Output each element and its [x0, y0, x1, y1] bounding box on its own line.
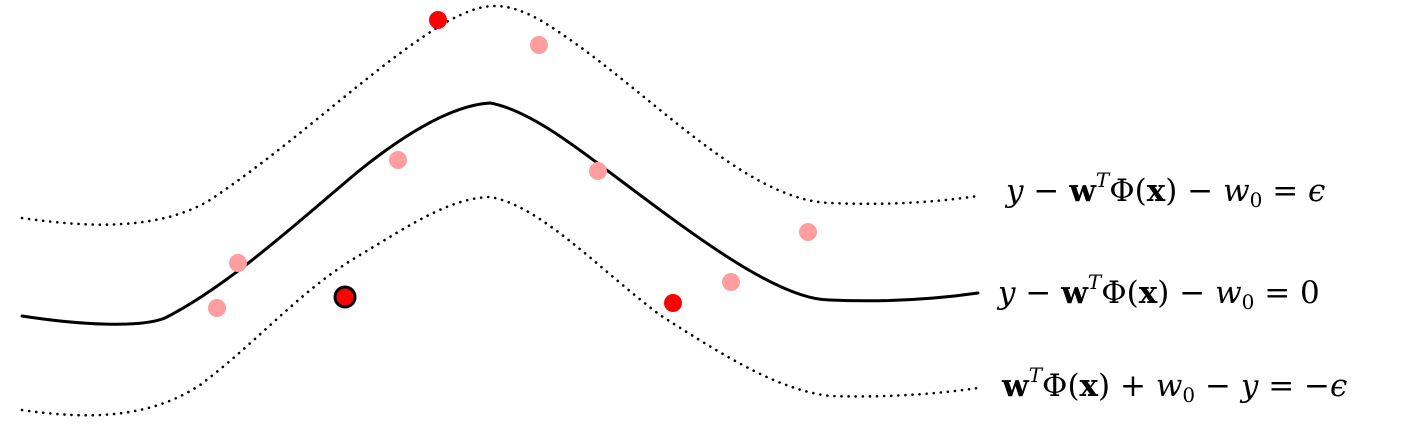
data-points — [208, 11, 817, 317]
lower-boundary-equation: wTΦ(x) + w0 − y = −ϵ — [1002, 365, 1348, 405]
eq-symbol: x — [1138, 275, 1158, 311]
eq-symbol: x — [1079, 368, 1099, 404]
eq-symbol: w — [1223, 173, 1250, 209]
support-vector-point — [429, 11, 447, 29]
eq-symbol: ) — [1098, 368, 1111, 404]
eq-symbol: = — [1268, 368, 1295, 404]
eq-symbol: w — [1069, 173, 1096, 209]
eq-symbol: y — [998, 275, 1016, 311]
eq-symbol: Φ( — [1042, 368, 1080, 404]
eq-symbol: w — [1215, 275, 1242, 311]
regression-function-curve — [20, 101, 980, 326]
eq-symbol: + — [1120, 368, 1146, 404]
inner-data-point — [208, 299, 226, 317]
inner-data-point — [589, 162, 607, 180]
eq-symbol: 0 — [1249, 188, 1263, 212]
eq-symbol: = — [1272, 173, 1299, 209]
eq-symbol: − — [1187, 173, 1214, 209]
eq-symbol: y — [1006, 173, 1024, 209]
highlighted-support-vector-point — [333, 285, 357, 309]
eq-symbol: Φ( — [1109, 173, 1147, 209]
eq-symbol: − — [1025, 275, 1052, 311]
eq-symbol: − — [1033, 173, 1060, 209]
eq-symbol: w — [1061, 275, 1088, 311]
eq-symbol: 0 — [1182, 383, 1196, 407]
inner-data-point — [389, 151, 407, 169]
eq-symbol: 0 — [1241, 290, 1255, 314]
eq-symbol: ϵ — [1308, 173, 1326, 209]
regression-equation: y − wTΦ(x) − w0 = 0 — [998, 272, 1320, 312]
eq-symbol: = — [1264, 275, 1291, 311]
eq-symbol: T — [1095, 168, 1110, 192]
inner-data-point — [530, 36, 548, 54]
inner-data-point — [722, 273, 740, 291]
support-vector-point — [664, 294, 682, 312]
inner-data-point — [799, 223, 817, 241]
eq-symbol: y — [1240, 368, 1259, 404]
lower-epsilon-boundary — [20, 195, 980, 417]
inner-data-point — [229, 254, 247, 272]
eq-symbol: x — [1146, 173, 1166, 209]
eq-symbol: −ϵ — [1304, 368, 1348, 404]
eq-symbol: w — [1155, 368, 1183, 404]
eq-symbol: T — [1087, 270, 1102, 294]
upper-epsilon-boundary — [20, 4, 980, 226]
eq-symbol: T — [1028, 363, 1043, 387]
eq-symbol: ) — [1165, 173, 1178, 209]
eq-symbol: − — [1179, 275, 1206, 311]
eq-symbol: ) — [1157, 275, 1170, 311]
upper-boundary-equation: y − wTΦ(x) − w0 = ϵ — [1006, 170, 1326, 210]
eq-symbol: Φ( — [1101, 275, 1139, 311]
eq-symbol: w — [1002, 368, 1029, 404]
eq-symbol: 0 — [1300, 275, 1320, 311]
eq-symbol: − — [1204, 368, 1231, 404]
